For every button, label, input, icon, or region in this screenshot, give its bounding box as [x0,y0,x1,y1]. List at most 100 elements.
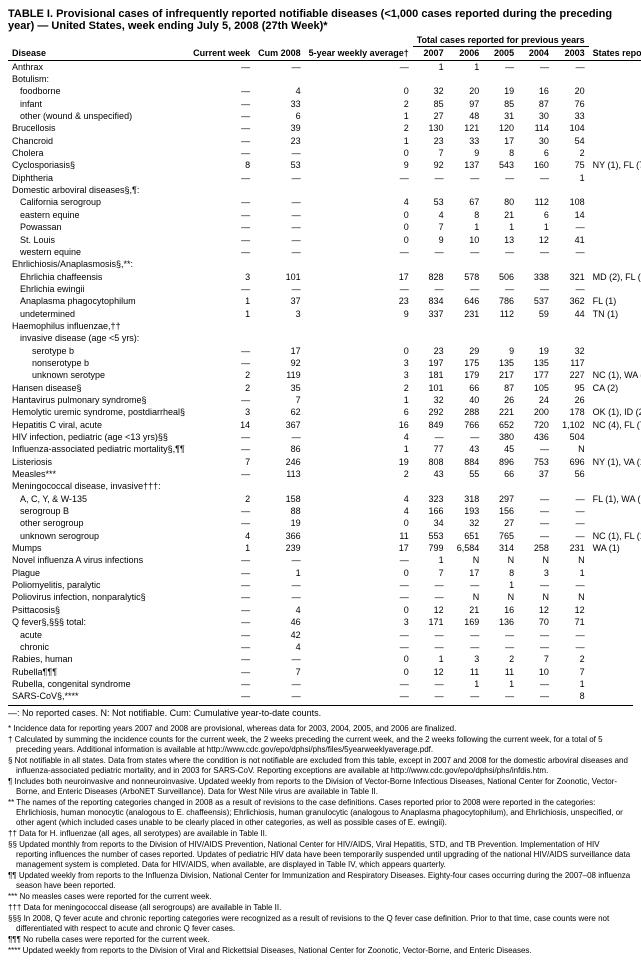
value-cell: — [553,60,589,73]
value-cell: 1,102 [553,419,589,431]
value-cell: 506 [483,271,518,283]
value-cell: 2 [305,382,413,394]
value-cell: — [189,60,254,73]
value-cell: 12 [518,234,553,246]
value-cell: 179 [448,369,484,381]
value-cell: — [254,579,305,591]
col-group-totals: Total cases reported for previous years [413,34,589,47]
value-cell: 27 [483,517,518,529]
value-cell: — [413,246,448,258]
value-cell [413,320,448,332]
value-cell: 3 [305,357,413,369]
value-cell: 70 [518,616,553,628]
value-cell: 44 [553,308,589,320]
value-cell: N [483,554,518,566]
value-cell [305,258,413,270]
disease-cell: Listeriosis [8,456,189,468]
value-cell: 246 [254,456,305,468]
value-cell: 1 [483,678,518,690]
value-cell: — [189,283,254,295]
value-cell: — [305,246,413,258]
value-cell: 8 [448,209,484,221]
data-table: Disease Current week Cum 2008 5-year wee… [8,34,641,703]
table-row: acute—42—————— [8,629,641,641]
value-cell: 9 [448,147,484,159]
col-disease: Disease [8,34,189,60]
states-cell [589,221,641,233]
footnote: §§ Updated monthly from reports to the D… [8,840,633,870]
value-cell [413,73,448,85]
value-cell: 80 [483,196,518,208]
value-cell [518,480,553,492]
table-row: Hepatitis C viral, acute1436716849766652… [8,419,641,431]
value-cell: 720 [518,419,553,431]
value-cell: 40 [448,394,484,406]
value-cell: 808 [413,456,448,468]
value-cell: 104 [553,122,589,134]
disease-cell: Meningococcal disease, invasive†††: [8,480,189,492]
value-cell: 3 [189,271,254,283]
value-cell: 53 [413,196,448,208]
table-row: Q fever§,§§§ total:—4631711691367071 [8,616,641,628]
value-cell: 297 [483,493,518,505]
value-cell: — [254,234,305,246]
states-cell [589,678,641,690]
value-cell: 88 [254,505,305,517]
value-cell: — [518,579,553,591]
value-cell: 1 [305,135,413,147]
states-cell [589,653,641,665]
value-cell: 121 [448,122,484,134]
table-row: serotype b—170232991932 [8,345,641,357]
table-row: foodborne—403220191620 [8,85,641,97]
value-cell: 362 [553,295,589,307]
value-cell: — [553,246,589,258]
value-cell: — [518,641,553,653]
value-cell [189,320,254,332]
disease-cell: Novel influenza A virus infections [8,554,189,566]
value-cell: 231 [553,542,589,554]
value-cell [254,73,305,85]
disease-cell: Ehrlichia ewingii [8,283,189,295]
disease-cell: Hansen disease§ [8,382,189,394]
states-cell: NC (1), FL (1), WA (1), OR (1) [589,530,641,542]
states-cell [589,443,641,455]
value-cell: 1 [305,394,413,406]
value-cell: — [553,221,589,233]
value-cell: 9 [305,159,413,171]
value-cell [553,320,589,332]
value-cell [448,73,484,85]
table-row: Rabies, human——013272 [8,653,641,665]
value-cell: — [518,246,553,258]
value-cell: 292 [413,406,448,418]
states-cell: FL (1), WA (1) [589,493,641,505]
col-2004: 2004 [518,47,553,60]
disease-cell: serogroup B [8,505,189,517]
table-row: infant—3328597858776 [8,98,641,110]
value-cell: 7 [413,147,448,159]
value-cell: — [413,283,448,295]
table-row: Mumps1239177996,584314258231WA (1) [8,542,641,554]
value-cell: 1 [553,172,589,184]
value-cell: — [189,196,254,208]
value-cell: 786 [483,295,518,307]
table-body: Anthrax———11———Botulism:foodborne—403220… [8,60,641,702]
value-cell: 66 [483,468,518,480]
table-row: Rubella, congenital syndrome————11—1 [8,678,641,690]
states-cell [589,394,641,406]
disease-cell: A, C, Y, & W-135 [8,493,189,505]
value-cell: 2 [553,147,589,159]
footnotes: * Incidence data for reporting years 200… [8,724,633,956]
value-cell: 43 [413,468,448,480]
value-cell: 23 [413,135,448,147]
value-cell: 119 [254,369,305,381]
value-cell: — [553,629,589,641]
value-cell: 67 [448,196,484,208]
table-row: Ehrlichia chaffeensis3101178285785063383… [8,271,641,283]
value-cell: 37 [518,468,553,480]
states-cell [589,135,641,147]
value-cell: 504 [553,431,589,443]
footnote: **** Updated weekly from reports to the … [8,946,633,956]
value-cell: — [189,604,254,616]
value-cell: 85 [483,98,518,110]
value-cell: 2 [305,468,413,480]
